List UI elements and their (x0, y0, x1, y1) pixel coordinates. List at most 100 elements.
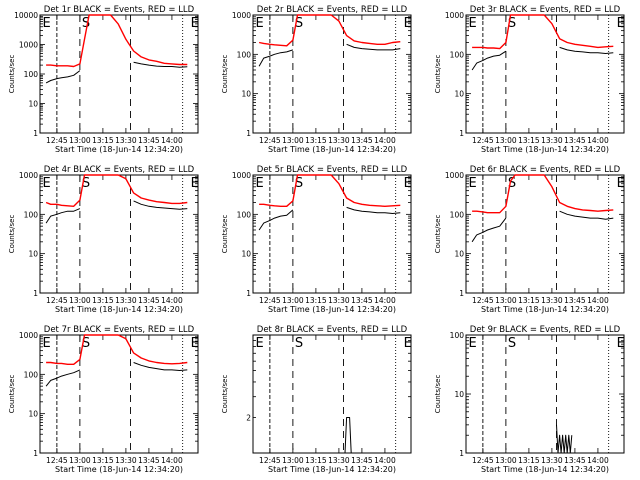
y-tick-label: 100 (24, 370, 39, 379)
x-tick-label: 14:00 (587, 136, 609, 145)
series-events-line (258, 43, 401, 67)
x-tick-label: 12:45 (259, 456, 281, 465)
y-tick-label: 1 (459, 289, 464, 298)
x-axis-label: Start Time (18-Jun-14 12:34:20) (268, 465, 396, 474)
panel-title: Det 8r BLACK = Events, RED = LLD (257, 325, 408, 335)
x-tick-label: 13:30 (115, 296, 137, 305)
x-tick-label: 13:00 (495, 456, 517, 465)
y-tick-label: 1 (33, 289, 38, 298)
x-tick-label: 13:15 (92, 296, 114, 305)
y-tick-label: 10 (28, 410, 38, 419)
plot-frame (252, 334, 412, 454)
y-axis-label: Counts/sec (221, 375, 229, 414)
interval-start-marker: E (256, 16, 264, 31)
series-lld-line (46, 334, 188, 365)
y-tick-label: 1000 (19, 171, 38, 180)
interval-end-marker: E (617, 16, 625, 31)
panel-title: Det 6r BLACK = Events, RED = LLD (470, 165, 621, 175)
panel-title: Det 9r BLACK = Events, RED = LLD (470, 325, 621, 335)
y-tick-label: 1000 (445, 11, 464, 20)
interval-end-marker: E (404, 176, 412, 191)
x-tick-label: 13:15 (92, 456, 114, 465)
series-events-line (45, 200, 188, 224)
x-tick-label: 13:30 (541, 456, 563, 465)
y-tick-label: 1 (246, 129, 251, 138)
interval-start-marker: E (469, 16, 477, 31)
y-tick-label: 1 (33, 129, 38, 138)
y-axis-label: Counts/sec (434, 375, 442, 414)
interval-end-marker: E (191, 16, 199, 31)
x-tick-label: 13:45 (351, 296, 373, 305)
panel-title: Det 7r BLACK = Events, RED = LLD (44, 325, 195, 335)
interval-middle-marker: S (295, 16, 303, 31)
series-lld-line (259, 174, 401, 207)
interval-middle-marker: S (82, 16, 90, 31)
x-tick-label: 13:30 (115, 136, 137, 145)
y-tick-label: 1 (459, 129, 464, 138)
y-tick-label: 10 (28, 250, 38, 259)
x-tick-label: 14:00 (374, 136, 396, 145)
interval-start-marker: E (469, 336, 477, 351)
interval-end-marker: E (617, 336, 625, 351)
x-tick-label: 12:45 (46, 136, 68, 145)
plot-frame (465, 174, 625, 294)
panel-title: Det 5r BLACK = Events, RED = LLD (257, 165, 408, 175)
y-axis-label: Counts/sec (8, 55, 16, 94)
x-tick-label: 13:00 (282, 296, 304, 305)
series-lld-line (472, 174, 614, 214)
x-axis-label: Start Time (18-Jun-14 12:34:20) (481, 145, 609, 154)
x-axis-label: Start Time (18-Jun-14 12:34:20) (268, 145, 396, 154)
x-tick-label: 13:30 (328, 456, 350, 465)
interval-middle-marker: S (82, 336, 90, 351)
y-tick-label: 100 (450, 331, 465, 340)
y-tick-label: 100 (24, 70, 39, 79)
plot-frame (39, 14, 199, 134)
x-tick-label: 13:15 (518, 456, 540, 465)
x-tick-label: 13:15 (305, 296, 327, 305)
x-tick-label: 13:45 (564, 456, 586, 465)
panel-det-2: Det 2r BLACK = Events, RED = LLD 1 10 100 10… (221, 5, 412, 154)
series-events-line (471, 210, 614, 243)
y-tick-label: 1000 (19, 41, 38, 50)
x-tick-label: 13:30 (541, 136, 563, 145)
interval-end-marker: E (617, 176, 625, 191)
x-axis-label: Start Time (18-Jun-14 12:34:20) (55, 305, 183, 314)
interval-middle-marker: S (82, 176, 90, 191)
y-axis-label: Counts/sec (221, 55, 229, 94)
series-lld-line (472, 14, 614, 50)
y-tick-label: 10 (28, 100, 38, 109)
x-tick-label: 12:45 (472, 456, 494, 465)
panel-det-8: Det 8r BLACK = Events, RED = LLD 2 Counts/… (221, 325, 412, 474)
interval-middle-marker: S (508, 336, 516, 351)
series-events-line (258, 206, 401, 231)
interval-start-marker: E (43, 336, 51, 351)
interval-middle-marker: S (508, 176, 516, 191)
panel-det-7: Det 7r BLACK = Events, RED = LLD 1 10 100 10… (8, 325, 199, 474)
x-tick-label: 13:00 (495, 136, 517, 145)
y-tick-label: 10 (241, 90, 251, 99)
plot-frame (252, 174, 412, 294)
x-axis-label: Start Time (18-Jun-14 12:34:20) (481, 465, 609, 474)
y-tick-label: 1000 (19, 331, 38, 340)
x-tick-label: 13:30 (328, 136, 350, 145)
y-tick-label: 10 (454, 250, 464, 259)
x-tick-label: 13:00 (69, 136, 91, 145)
plot-frame (252, 14, 412, 134)
panel-det-9: Det 9r BLACK = Events, RED = LLD 1 10 100 Co… (434, 325, 625, 474)
x-tick-label: 13:45 (138, 136, 160, 145)
interval-middle-marker: S (508, 16, 516, 31)
y-tick-label: 100 (237, 50, 252, 59)
x-tick-label: 14:00 (161, 456, 183, 465)
series-lld-line (46, 14, 188, 68)
plot-frame (39, 174, 199, 294)
x-tick-label: 14:00 (374, 456, 396, 465)
series-lld-line (258, 14, 401, 47)
x-tick-label: 13:30 (328, 296, 350, 305)
x-tick-label: 14:00 (374, 296, 396, 305)
y-tick-label: 1000 (445, 171, 464, 180)
x-axis-label: Start Time (18-Jun-14 12:34:20) (481, 305, 609, 314)
panel-det-1: Det 1r BLACK = Events, RED = LLD 1 10 100 10… (8, 5, 199, 154)
y-tick-label: 10000 (14, 11, 38, 20)
interval-middle-marker: S (295, 336, 303, 351)
x-tick-label: 13:15 (518, 136, 540, 145)
